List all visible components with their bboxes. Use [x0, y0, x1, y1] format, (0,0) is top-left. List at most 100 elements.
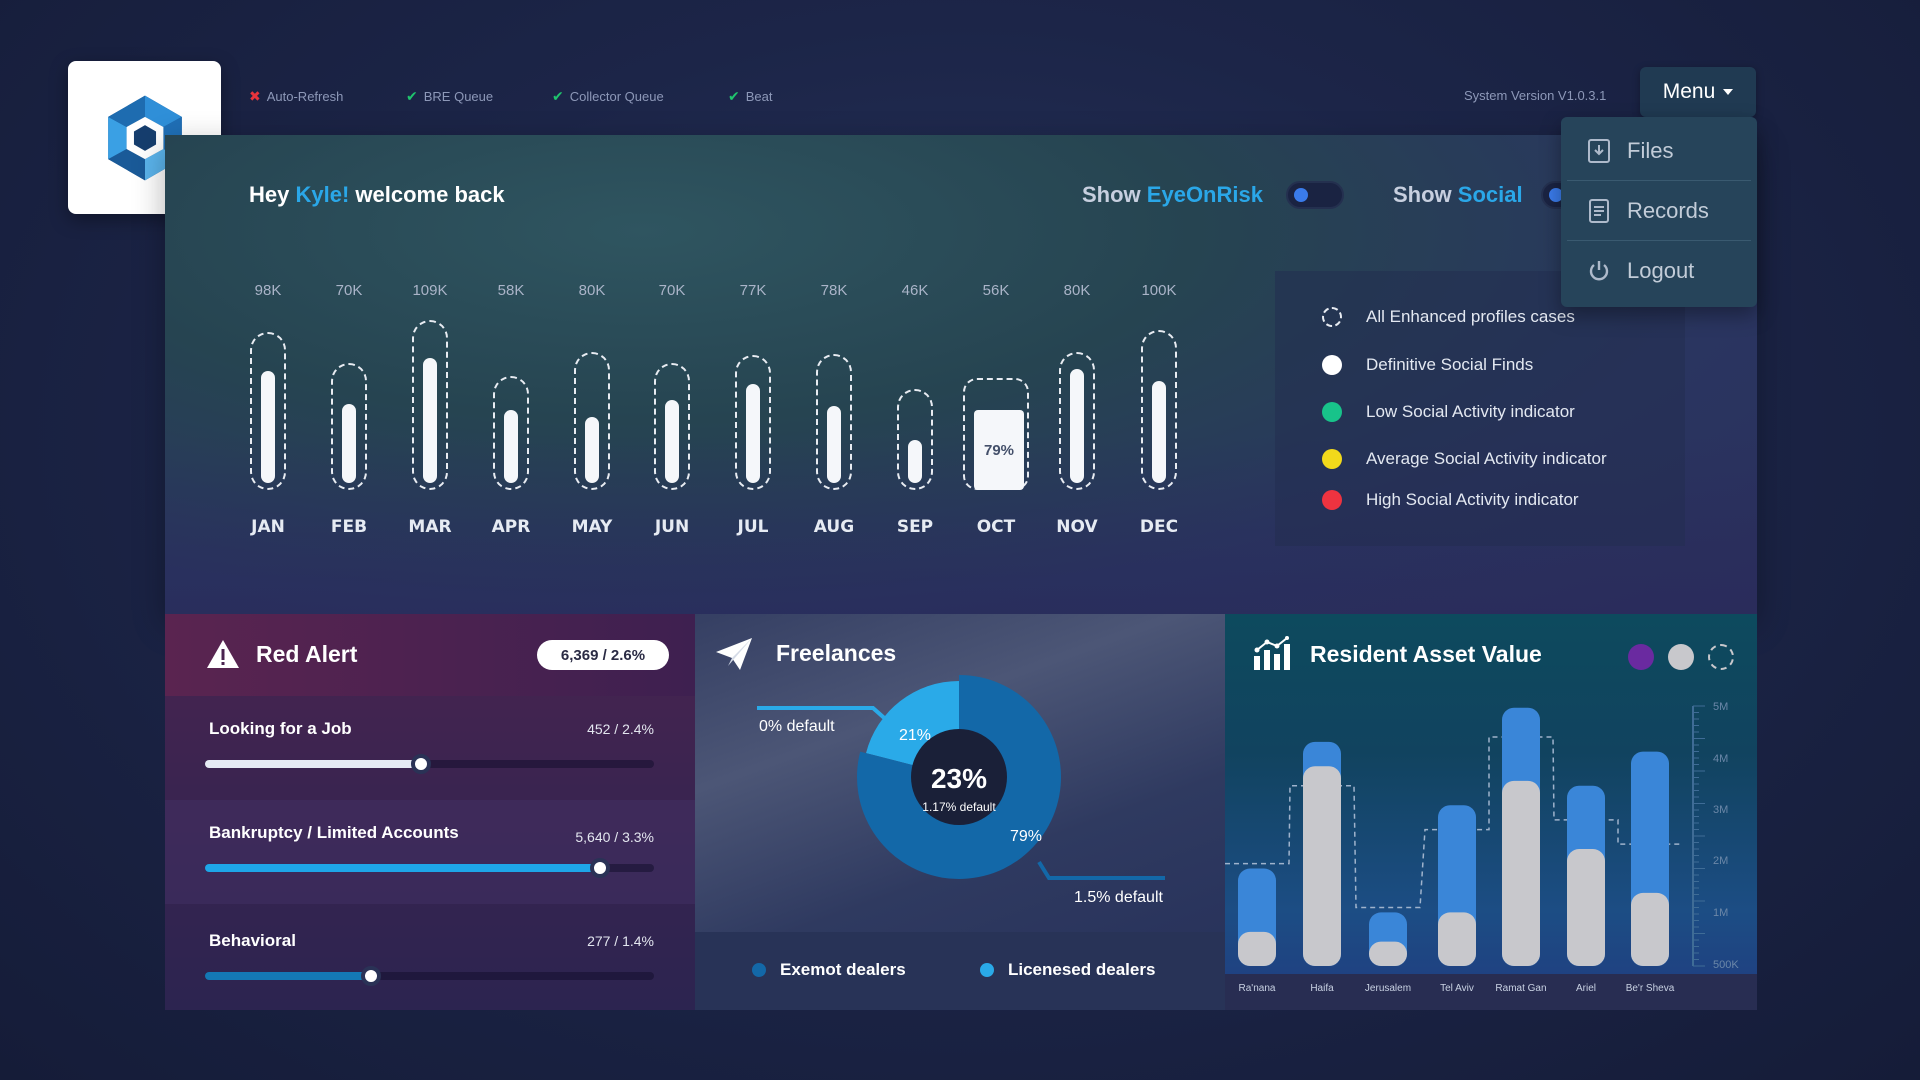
menu-item-records[interactable]: Records — [1567, 182, 1751, 240]
legend-label: Exemot dealers — [780, 960, 906, 979]
legend-exemot[interactable]: Exemot dealers — [752, 960, 906, 980]
bar-value-label: 70K — [658, 282, 686, 299]
paper-plane-icon — [716, 638, 752, 670]
callout-right-label: 1.5% default — [1074, 889, 1163, 906]
toggle-social-label: Show Social — [1393, 182, 1523, 208]
menu-item-label: Files — [1627, 138, 1674, 163]
legend-item-high[interactable]: High Social Activity indicator — [1322, 490, 1579, 510]
slider-thumb[interactable] — [361, 966, 382, 986]
yellow-dot-icon — [1322, 449, 1342, 469]
bar-capsule[interactable] — [574, 351, 610, 490]
gray-bar[interactable] — [1631, 892, 1669, 966]
bar-value-label: 98K — [254, 282, 282, 299]
legend-item-low[interactable]: Low Social Activity indicator — [1322, 402, 1575, 422]
category-label: Be'r Sheva — [1625, 983, 1675, 994]
bar-fill — [1070, 368, 1084, 483]
bar-month-label: JAN — [251, 517, 285, 537]
bar-capsule[interactable] — [412, 320, 448, 490]
bar-value-label: 46K — [901, 282, 929, 299]
status-label: Auto-Refresh — [266, 89, 344, 104]
red-alert-card — [165, 614, 695, 1010]
donut-center-sub: 1.17% default — [922, 800, 996, 814]
row-highlight-bg — [165, 800, 695, 904]
legend-purple-toggle[interactable] — [1628, 644, 1654, 670]
gray-bar[interactable] — [1303, 766, 1341, 966]
eyeonrisk-toggle[interactable] — [1286, 181, 1344, 209]
bar-capsule[interactable] — [816, 354, 852, 490]
welcome-message: Hey Kyle! welcome back — [249, 182, 505, 208]
menu-item-files[interactable]: Files — [1567, 122, 1751, 180]
alert-row-value: 5,640 / 3.3% — [575, 829, 654, 845]
toggle-name: EyeOnRisk — [1146, 182, 1263, 207]
bar-capsule[interactable] — [1059, 351, 1095, 490]
legend-licensed[interactable]: Licenesed dealers — [980, 960, 1155, 980]
oct-highlight-value[interactable]: 79% — [974, 410, 1024, 490]
freelances-donut-chart — [757, 675, 1165, 880]
bar-value-label: 80K — [578, 282, 606, 299]
toggle-knob — [1549, 188, 1563, 202]
legend-label: High Social Activity indicator — [1366, 490, 1579, 509]
document-icon — [1589, 199, 1609, 223]
bar-capsule[interactable] — [331, 362, 367, 490]
y-tick-label: 2M — [1713, 855, 1729, 867]
y-tick-label: 5M — [1713, 701, 1729, 713]
red-dot-icon — [1322, 490, 1342, 510]
legend-dashed-toggle[interactable] — [1708, 644, 1734, 670]
status-bre-queue: ✔ BRE Queue — [406, 88, 493, 105]
legend-item-definitive[interactable]: Definitive Social Finds — [1322, 355, 1533, 375]
freelances-title: Freelances — [776, 640, 897, 666]
bar-capsule[interactable] — [493, 376, 529, 490]
bar-fill — [423, 358, 437, 483]
bar-fill — [342, 403, 356, 483]
alert-row-value: 452 / 2.4% — [587, 721, 654, 737]
check-icon: ✔ — [728, 88, 740, 104]
slice-small-label: 21% — [899, 727, 932, 744]
toggle-name: Social — [1457, 182, 1523, 207]
slider-thumb[interactable] — [590, 858, 611, 878]
menu-button[interactable]: Menu — [1640, 67, 1756, 117]
alert-row-label: Behavioral — [209, 931, 296, 950]
bar-month-label: JUN — [654, 517, 690, 537]
resident-title: Resident Asset Value — [1310, 641, 1542, 667]
toggle-knob — [1294, 188, 1308, 202]
bar-capsule[interactable] — [1141, 329, 1177, 490]
bar-value-label: 70K — [335, 282, 363, 299]
menu-item-logout[interactable]: Logout — [1567, 242, 1751, 300]
gray-bar[interactable] — [1438, 912, 1476, 966]
gray-bar[interactable] — [1502, 780, 1540, 966]
slider-thumb[interactable] — [410, 754, 431, 774]
alert-slider-bankruptcy[interactable] — [205, 864, 654, 872]
legend-label: Definitive Social Finds — [1366, 355, 1534, 374]
bar-chart-icon — [1254, 636, 1290, 670]
menu-divider — [1567, 180, 1751, 181]
legend-panel — [1275, 271, 1685, 546]
bar-month-label: SEP — [896, 517, 934, 537]
caret-down-icon — [1723, 89, 1734, 95]
bar-fill — [827, 406, 841, 483]
menu-divider — [1567, 240, 1751, 241]
bar-value-label: 58K — [497, 282, 525, 299]
alert-slider-behavioral[interactable] — [205, 972, 654, 980]
bar-capsule[interactable] — [735, 355, 771, 490]
legend-dot-icon — [980, 963, 994, 977]
gray-bar[interactable] — [1238, 931, 1276, 966]
legend-gray-toggle[interactable] — [1668, 644, 1694, 670]
slider-fill — [205, 972, 372, 980]
gray-bar[interactable] — [1567, 849, 1605, 966]
gray-bar[interactable] — [1369, 941, 1407, 966]
menu-label: Menu — [1662, 80, 1716, 103]
resident-bar-chart — [1225, 705, 1705, 967]
alert-row-label: Looking for a Job — [209, 719, 352, 738]
bar-capsule[interactable] — [897, 389, 933, 490]
bar-capsule[interactable] — [654, 362, 690, 490]
bar-value-label: 100K — [1141, 282, 1177, 299]
y-tick-label: 500K — [1713, 959, 1739, 971]
bar-capsule[interactable] — [250, 332, 286, 490]
y-tick-label: 1M — [1713, 907, 1729, 919]
bar-month-label: DEC — [1139, 517, 1179, 537]
menu-item-label: Logout — [1627, 258, 1695, 283]
hexagon-logo-icon — [107, 95, 182, 180]
bar-value-label: 77K — [739, 282, 767, 299]
legend-item-all-enhanced[interactable]: All Enhanced profiles cases — [1322, 307, 1575, 327]
legend-item-average[interactable]: Average Social Activity indicator — [1322, 449, 1607, 469]
